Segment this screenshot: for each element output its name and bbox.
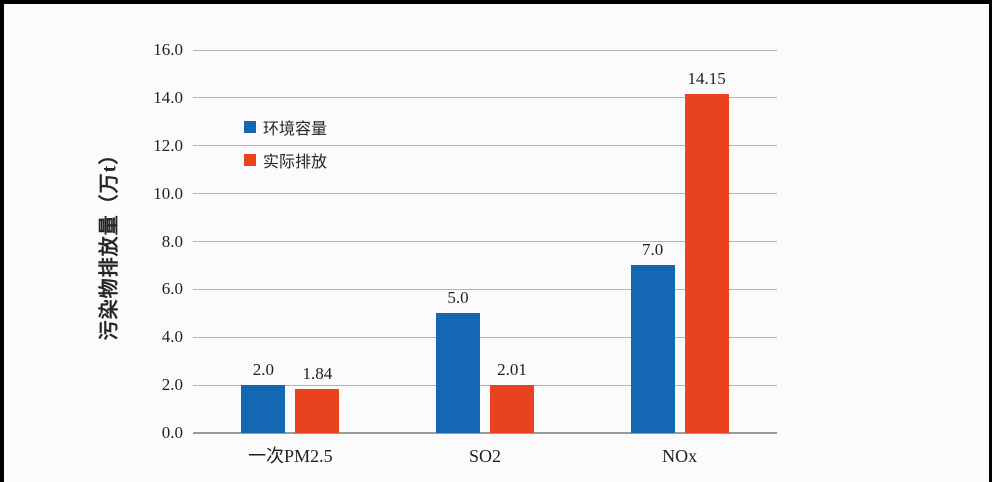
legend-label-actual: 实际排放 [263,154,328,171]
bar-capacity-cat2 [436,313,480,433]
gridline [193,193,777,195]
bar-capacity-cat1 [241,385,286,433]
x-category-label: NOx [662,446,698,466]
y-tick-label: 0.0 [161,423,183,442]
bar-value-label: 1.84 [302,363,333,383]
y-tick-label: 10.0 [153,183,183,203]
gridline [193,336,777,338]
gridline [193,288,777,290]
bar-value-label: 7.0 [642,240,664,260]
bar-value-label: 2.01 [497,359,527,379]
bar-value-label: 2.0 [252,360,274,380]
legend: 环境容量 实际排放 [244,115,327,172]
bar-value-label: 5.0 [447,288,469,308]
y-axis-title: 污染物排放量（万t） [98,143,121,341]
y-tick-label: 14.0 [153,87,183,107]
y-tick-label: 16.0 [153,40,183,59]
y-tick-label: 4.0 [161,327,183,347]
legend-label-capacity: 环境容量 [263,121,328,138]
x-category-label: 一次PM2.5 [248,446,333,466]
gridline [193,145,777,147]
legend-item-capacity: 环境容量 [244,115,327,139]
bar-capacity-cat3 [630,265,675,433]
bar-actual-cat3 [684,94,729,433]
gridline [193,384,777,386]
legend-swatch-icon [244,121,256,133]
gridline [193,97,777,99]
y-tick-label: 6.0 [161,279,183,299]
x-category-label: SO2 [468,446,501,466]
y-tick-label: 12.0 [153,135,183,155]
bar-value-label: 14.15 [687,69,726,89]
y-tick-label: 2.0 [161,375,183,395]
x-axis-line [193,432,777,434]
gridline [193,241,777,242]
legend-item-actual: 实际排放 [244,148,327,172]
left-edge-strip [0,0,4,482]
legend-swatch-icon [244,154,256,166]
bar-actual-cat2 [490,384,534,433]
gridline [193,49,777,51]
bar-actual-cat1 [295,388,340,433]
top-edge-strip [0,0,992,4]
y-tick-label: 8.0 [161,231,183,251]
right-edge-strip [989,0,992,482]
